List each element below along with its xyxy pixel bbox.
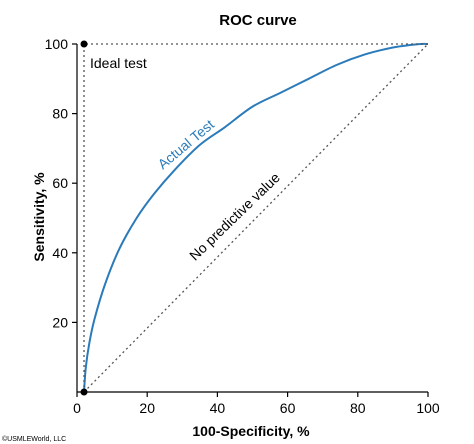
y-tick-label-20: 20 [52,314,68,330]
series-line-ideal-test [83,43,428,392]
series-layer [80,40,429,396]
series-line-actual-test [83,42,429,393]
y-tick-label-100: 100 [45,36,69,52]
x-axis-label: 100-Specificity, % [192,423,310,439]
x-tick-label-20: 20 [139,400,155,416]
y-tick-label-80: 80 [52,106,68,122]
x-tick-label-40: 40 [210,400,226,416]
y-tick-label-60: 60 [52,175,68,191]
copyright: ©USMLEWorld, LLC [2,435,66,443]
x-tick-label-0: 0 [73,400,81,416]
x-tick-label-80: 80 [350,400,366,416]
y-tick-label-40: 40 [52,245,68,261]
y-axis-label: Sensitivity, % [31,172,47,262]
series-line-no-predictive-value [83,43,429,393]
ticks-layer: 0 20 40 60 80 100 20 40 60 80 100 [45,36,440,416]
annotation-no-predictive-value: No predictive value [186,169,283,263]
x-tick-label-100: 100 [416,400,440,416]
axes-layer [76,44,428,393]
x-tick-label-60: 60 [280,400,296,416]
annotation-actual-test: Actual Test [155,116,218,172]
chart-title: ROC curve [219,12,297,29]
data-point-1 [80,40,88,48]
annotation-ideal-test: Ideal test [90,55,147,71]
